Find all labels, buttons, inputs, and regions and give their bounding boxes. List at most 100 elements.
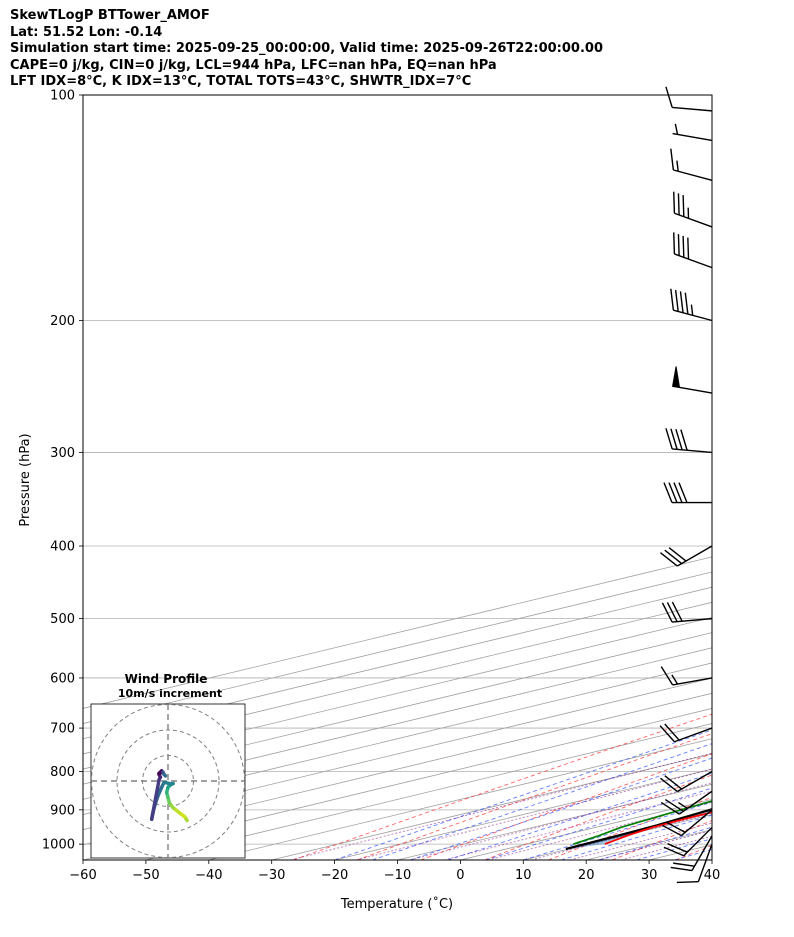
moist-adiabat <box>598 826 712 860</box>
barb-feather <box>665 86 673 108</box>
moist-adiabat <box>334 729 712 860</box>
hodograph-inset: Wind Profile 10m/s increment <box>90 672 246 859</box>
temperature-line <box>604 811 712 845</box>
barb-feather <box>684 292 689 315</box>
barb-feather <box>677 193 680 215</box>
moist-adiabat <box>523 801 712 860</box>
barb-feather <box>665 821 686 833</box>
wind-barb <box>670 148 713 182</box>
moist-adiabat <box>711 859 712 860</box>
barb-staff <box>672 677 713 686</box>
y-tick-label: 800 <box>50 765 75 780</box>
wind-barb <box>659 770 713 793</box>
isotherm-line <box>83 647 712 800</box>
moist-adiabat <box>372 743 712 860</box>
barb-feather <box>673 862 695 867</box>
dry-adiabat <box>611 820 712 860</box>
x-tick-label: −30 <box>258 868 285 883</box>
barb-feather <box>670 288 675 311</box>
barb-half-feather <box>671 674 679 685</box>
barb-feather <box>663 482 673 503</box>
barb-staff <box>677 545 713 567</box>
barb-feather <box>678 482 688 503</box>
barb-feather <box>670 428 678 450</box>
mixing-ratio-line <box>410 782 712 860</box>
barb-feather <box>670 866 693 872</box>
barb-half-feather <box>690 304 694 316</box>
wind-barb <box>660 790 713 815</box>
wind-barb <box>672 366 713 394</box>
wind-barb <box>660 666 713 686</box>
barb-staff <box>680 809 713 837</box>
barb-feather <box>674 289 679 312</box>
wind-barb <box>670 835 713 872</box>
barb-feather <box>673 232 676 254</box>
dry-adiabat <box>484 774 712 860</box>
x-tick-label: 20 <box>578 868 595 883</box>
barb-staff <box>672 106 713 112</box>
mixing-ratio-line <box>443 790 712 860</box>
x-tick-label: −10 <box>384 868 411 883</box>
cape-cin-shading <box>565 809 712 849</box>
isotherm-line <box>586 829 712 860</box>
isotherm-line <box>83 677 712 831</box>
barb-staff <box>691 835 713 871</box>
isotherm-line <box>397 783 712 860</box>
wind-barb <box>670 288 713 322</box>
isotherm-line <box>711 859 712 860</box>
barb-feather <box>675 428 683 451</box>
mixing-ratio-line <box>488 801 712 860</box>
wind-barb <box>673 191 713 228</box>
y-tick-label: 100 <box>50 89 75 104</box>
barb-staff <box>672 132 713 142</box>
dry-adiabat <box>420 753 712 860</box>
wind-barb <box>663 482 712 504</box>
x-tick-label: −60 <box>69 868 96 883</box>
barb-half-feather <box>676 160 679 172</box>
moist-adiabat <box>674 849 712 860</box>
wind-barb <box>659 723 713 743</box>
isotherm-line <box>460 798 712 860</box>
y-tick-label: 500 <box>50 612 75 627</box>
y-tick-label: 300 <box>50 446 75 461</box>
y-axis-label: Pressure (hPa) <box>18 433 33 526</box>
hodograph-subtitle: 10m/s increment <box>118 687 222 700</box>
barb-feather <box>668 482 678 503</box>
x-axis-ticks: −60 −50 −40 −30 −20 −10 0 10 20 30 40 <box>69 860 720 883</box>
y-tick-label: 600 <box>50 671 75 686</box>
barb-pennant <box>672 366 681 388</box>
wind-barbs <box>659 86 713 884</box>
parcel-profile-line <box>565 808 712 851</box>
dry-adiabat <box>740 95 794 860</box>
barb-feather <box>660 666 674 686</box>
dry-adiabat <box>675 844 712 860</box>
location-line: Lat: 51.52 Lon: -0.14 <box>10 24 163 40</box>
chart-header: SkewTLogP BTTower_AMOF Lat: 51.52 Lon: -… <box>10 8 603 91</box>
x-tick-label: 0 <box>456 868 464 883</box>
wind-barb <box>663 826 713 857</box>
isotherm-line <box>83 708 712 860</box>
hodograph-segment <box>149 777 161 821</box>
barb-feather <box>670 148 675 171</box>
wind-barb <box>659 545 713 567</box>
barb-feather <box>679 291 684 313</box>
y-tick-label: 900 <box>50 803 75 818</box>
y-tick-label: 700 <box>50 722 75 737</box>
y-tick-label: 400 <box>50 540 75 555</box>
wind-barb <box>665 86 713 112</box>
isotherm-line <box>145 723 712 860</box>
barb-feather <box>671 601 683 622</box>
barb-feather <box>680 429 688 451</box>
moist-adiabat <box>447 772 712 860</box>
barb-feather <box>682 195 685 217</box>
barb-feather <box>661 602 673 623</box>
wind-barb <box>661 601 713 623</box>
barb-feather <box>659 777 678 793</box>
barb-feather <box>664 723 680 741</box>
barb-staff <box>678 790 713 815</box>
x-axis-label: Temperature (˚C) <box>340 896 453 912</box>
barb-feather <box>687 237 690 260</box>
dry-adiabat <box>293 713 712 860</box>
x-tick-label: 30 <box>641 868 658 883</box>
